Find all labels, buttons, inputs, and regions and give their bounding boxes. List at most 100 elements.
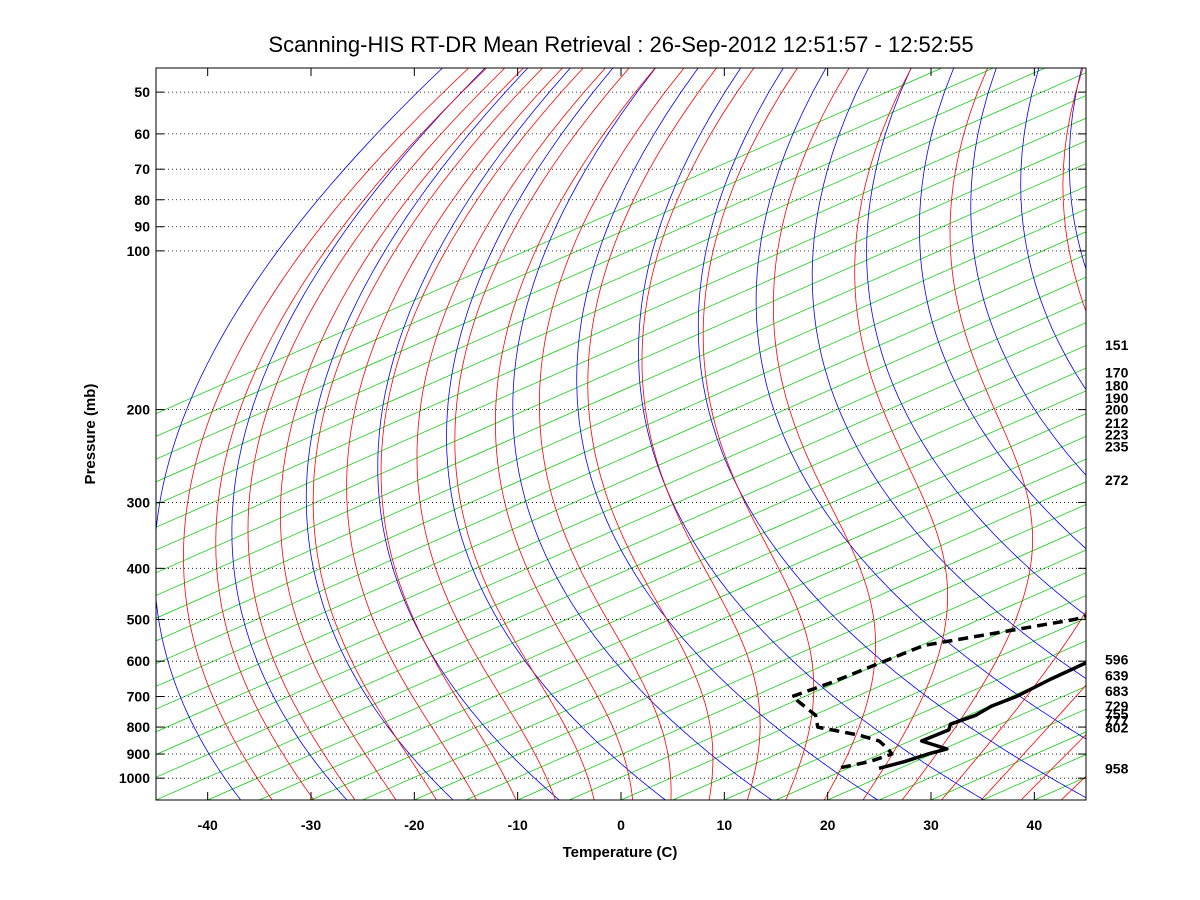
- dry-adiabat-line: [512, 68, 772, 800]
- y-tick-label: 700: [127, 688, 151, 704]
- dry-adiabat-line: [755, 68, 1086, 740]
- right-level-label: 596: [1105, 652, 1129, 668]
- x-tick-label: 10: [717, 817, 733, 833]
- temperature-profile-line: [878, 660, 1086, 770]
- y-tick-label: 400: [127, 560, 151, 576]
- x-axis-ticks: -40 -30 -20 -10 0 10 20 30 40: [198, 68, 1043, 833]
- right-level-label: 180: [1105, 377, 1129, 393]
- y-tick-label: 60: [134, 126, 150, 142]
- right-level-label: 200: [1105, 402, 1129, 418]
- right-level-label: 170: [1105, 364, 1129, 380]
- isotherm-line: [156, 276, 1086, 687]
- moist-adiabat-line: [247, 68, 506, 800]
- right-level-label: 755: [1105, 706, 1129, 722]
- right-level-label: 235: [1105, 439, 1129, 455]
- isotherm-line: [156, 390, 1086, 800]
- dry-adiabat-line: [446, 68, 666, 800]
- isotherm-line: [724, 640, 1086, 800]
- moist-adiabat-line: [312, 68, 543, 800]
- isotherm-line: [156, 254, 1086, 665]
- isotherm-line: [465, 526, 1086, 800]
- right-level-label: 212: [1105, 415, 1129, 431]
- isotherm-line: [156, 68, 994, 437]
- dry-adiabat-line: [811, 68, 1086, 680]
- x-tick-label: 20: [820, 817, 836, 833]
- dry-adiabat-line: [918, 68, 1086, 550]
- moist-adiabat-line: [901, 68, 1033, 800]
- right-level-label: 639: [1105, 668, 1129, 684]
- isotherm-line: [310, 458, 1086, 800]
- right-level-label: 272: [1105, 472, 1129, 488]
- moist-adiabat-line: [183, 68, 469, 800]
- isotherm-line: [156, 117, 1086, 528]
- y-tick-label: 1000: [119, 770, 150, 786]
- isotherm-line: [156, 68, 1046, 460]
- y-axis-ticks: 50 60 70 80 90 100 200 300 400 500 600 700 800 900 100…: [119, 84, 1086, 786]
- dry-adiabat-line: [231, 68, 486, 800]
- x-tick-label: -10: [508, 817, 528, 833]
- isotherm-line: [156, 299, 1086, 710]
- right-level-label: 958: [1105, 760, 1129, 776]
- right-level-label: 190: [1105, 390, 1129, 406]
- y-tick-label: 200: [127, 402, 151, 418]
- moist-adiabat-line: [346, 68, 563, 800]
- dry-adiabat-line: [576, 68, 879, 800]
- y-tick-label: 900: [127, 746, 151, 762]
- y-tick-label: 50: [134, 84, 150, 100]
- dry-adiabat-line: [305, 68, 528, 800]
- moist-adiabat-line: [215, 68, 487, 800]
- isotherm-line: [672, 617, 1086, 800]
- x-tick-label: -20: [404, 817, 424, 833]
- isotherm-line: [207, 413, 1086, 800]
- y-axis-label: Pressure (mb): [82, 384, 99, 485]
- y-tick-label: 70: [134, 161, 150, 177]
- isotherm-line: [414, 504, 1086, 800]
- dewpoint-profile-line: [790, 614, 1086, 771]
- moist-adiabat-line: [587, 68, 717, 800]
- isotherm-line: [156, 185, 1086, 596]
- right-level-label: 729: [1105, 698, 1129, 714]
- isotherm-line: [156, 163, 1086, 574]
- dry-adiabat-line: [638, 68, 985, 800]
- y-tick-label: 500: [127, 611, 151, 627]
- dry-adiabat-line: [970, 68, 1086, 476]
- moist-adiabat-line: [941, 68, 1086, 800]
- y-tick-label: 100: [127, 243, 151, 259]
- y-tick-label: 300: [127, 494, 151, 510]
- moist-adiabat-line: [854, 68, 948, 800]
- moist-adiabat-line: [494, 68, 656, 800]
- chart-title: Scanning-HIS RT-DR Mean Retrieval : 26-S…: [268, 32, 973, 57]
- x-tick-label: 40: [1027, 817, 1043, 833]
- moist-adiabat-line: [454, 68, 630, 800]
- x-axis-label: Temperature (C): [563, 844, 678, 861]
- moist-adiabat-line: [279, 68, 524, 800]
- isotherm-line: [156, 231, 1086, 642]
- x-tick-label: -30: [301, 817, 321, 833]
- moist-adiabat-line: [1020, 733, 1086, 800]
- y-tick-label: 80: [134, 192, 150, 208]
- isotherm-line: [156, 140, 1086, 551]
- dry-adiabat-line: [156, 68, 443, 800]
- isotherm-line: [156, 208, 1086, 619]
- isotherm-line: [156, 68, 942, 415]
- moist-adiabat-line: [380, 68, 584, 800]
- isotherm-line: [156, 367, 1086, 778]
- dry-adiabat-line: [697, 68, 1086, 799]
- y-tick-label: 90: [134, 219, 150, 235]
- x-tick-label: 0: [617, 817, 625, 833]
- x-tick-label: 30: [923, 817, 939, 833]
- right-level-label: 777: [1105, 712, 1129, 728]
- moist-adiabat-line: [539, 68, 685, 800]
- y-tick-label: 600: [127, 653, 151, 669]
- x-tick-label: -40: [198, 817, 218, 833]
- moist-adiabat-line: [641, 68, 761, 800]
- sounding-series: [790, 614, 1086, 771]
- moist-adiabat-line: [416, 68, 606, 800]
- right-level-label: 802: [1105, 720, 1129, 736]
- isotherm-line: [517, 549, 1086, 800]
- isotherm-line: [156, 322, 1086, 733]
- isotherm-line: [156, 345, 1086, 755]
